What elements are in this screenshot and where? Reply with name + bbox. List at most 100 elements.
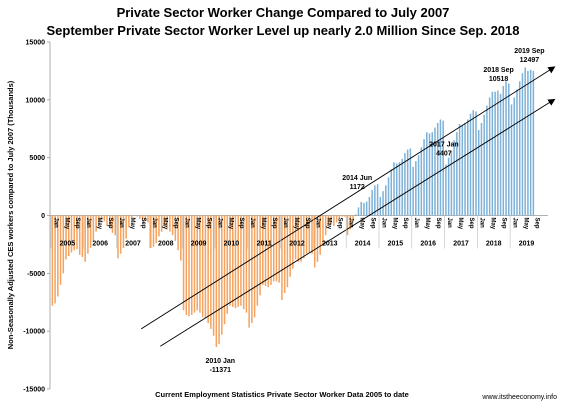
bar xyxy=(371,190,373,216)
bar xyxy=(289,215,291,277)
month-tick-label: Sep xyxy=(74,218,80,229)
bar xyxy=(374,185,376,216)
bar xyxy=(264,215,267,287)
month-tick-label: Jan xyxy=(216,218,222,229)
bar xyxy=(111,215,114,233)
bar xyxy=(308,215,311,253)
bar xyxy=(322,215,324,245)
year-tick-label: 2014 xyxy=(355,241,371,248)
month-tick-label: Jan xyxy=(446,218,452,229)
bar xyxy=(294,215,297,260)
bar xyxy=(354,214,357,216)
bar xyxy=(398,162,401,216)
month-tick-label: May xyxy=(326,218,332,230)
bar xyxy=(363,202,365,216)
year-tick-label: 2018 xyxy=(486,241,502,248)
bar xyxy=(387,177,390,216)
bar xyxy=(434,127,436,216)
year-tick-label: 2013 xyxy=(322,241,338,248)
bar xyxy=(338,215,341,218)
bar xyxy=(144,215,147,222)
bar xyxy=(292,215,294,269)
month-tick-label: May xyxy=(162,218,168,230)
month-tick-label: May xyxy=(195,218,201,230)
y-tick-label: 5000 xyxy=(29,155,45,162)
bar xyxy=(182,215,185,311)
bar xyxy=(242,215,245,310)
y-axis-label: Non-Seasonally Adjusted CES workers comp… xyxy=(6,80,15,349)
bar xyxy=(456,132,458,216)
month-tick-label: Jan xyxy=(52,218,58,229)
annotation-date: 2017 Jan xyxy=(429,142,459,149)
bar xyxy=(95,215,97,232)
source-credit: www.itstheeconomy.info xyxy=(481,394,557,401)
bar xyxy=(368,196,371,216)
bar xyxy=(502,85,505,216)
month-tick-label: Jan xyxy=(380,218,386,229)
bar xyxy=(445,164,447,216)
annotation-date: 2019 Sep xyxy=(514,48,544,55)
bar xyxy=(196,215,198,311)
bar xyxy=(341,215,343,217)
bar xyxy=(303,215,305,259)
year-tick-label: 2006 xyxy=(92,241,108,248)
bar xyxy=(180,215,182,261)
bar xyxy=(439,119,442,216)
bar xyxy=(286,215,289,288)
bar xyxy=(234,215,237,309)
bar xyxy=(491,91,494,216)
bar xyxy=(229,215,231,306)
year-tick-label: 2011 xyxy=(257,241,272,248)
bar xyxy=(114,215,116,236)
bar xyxy=(128,215,130,228)
bar xyxy=(204,215,207,319)
bar xyxy=(385,185,387,216)
bar xyxy=(464,122,466,216)
bar xyxy=(272,215,275,282)
bar xyxy=(420,147,423,216)
bar xyxy=(207,215,209,324)
bar xyxy=(494,91,496,216)
month-tick-label: May xyxy=(490,218,496,230)
month-tick-label: May xyxy=(424,218,430,230)
annotation-date: 2018 Sep xyxy=(483,67,513,74)
bars xyxy=(51,67,535,348)
bar xyxy=(297,215,300,262)
bar xyxy=(442,120,444,216)
bar xyxy=(311,215,313,254)
annotation-value: 10518 xyxy=(489,76,509,83)
bar xyxy=(469,113,472,216)
bar xyxy=(324,215,327,236)
month-tick-label: Sep xyxy=(173,218,179,229)
annotation-value: 1172 xyxy=(350,184,365,191)
bar xyxy=(251,215,253,324)
bar xyxy=(510,104,513,216)
year-tick-label: 2007 xyxy=(125,241,141,248)
year-tick-label: 2010 xyxy=(224,241,240,248)
bar xyxy=(141,215,144,219)
bar xyxy=(210,215,212,329)
month-tick-label: May xyxy=(129,218,135,230)
bar xyxy=(256,215,259,306)
bar xyxy=(426,132,428,216)
bar xyxy=(62,215,65,274)
bar xyxy=(483,114,485,216)
month-tick-label: Sep xyxy=(501,218,507,229)
bar xyxy=(499,93,502,216)
y-tick-label: 10000 xyxy=(26,97,46,104)
bar xyxy=(352,215,354,223)
month-tick-label: Sep xyxy=(435,218,441,229)
month-tick-label: May xyxy=(96,218,102,230)
year-tick-label: 2015 xyxy=(388,241,404,248)
bar xyxy=(278,215,280,283)
bar xyxy=(149,215,152,248)
bar xyxy=(488,97,491,216)
bar xyxy=(275,215,278,282)
month-tick-label: Jan xyxy=(479,218,485,229)
bar xyxy=(199,215,201,313)
month-tick-label: Sep xyxy=(107,218,113,229)
bar xyxy=(436,122,439,216)
bar xyxy=(119,215,122,254)
bar xyxy=(417,155,420,216)
